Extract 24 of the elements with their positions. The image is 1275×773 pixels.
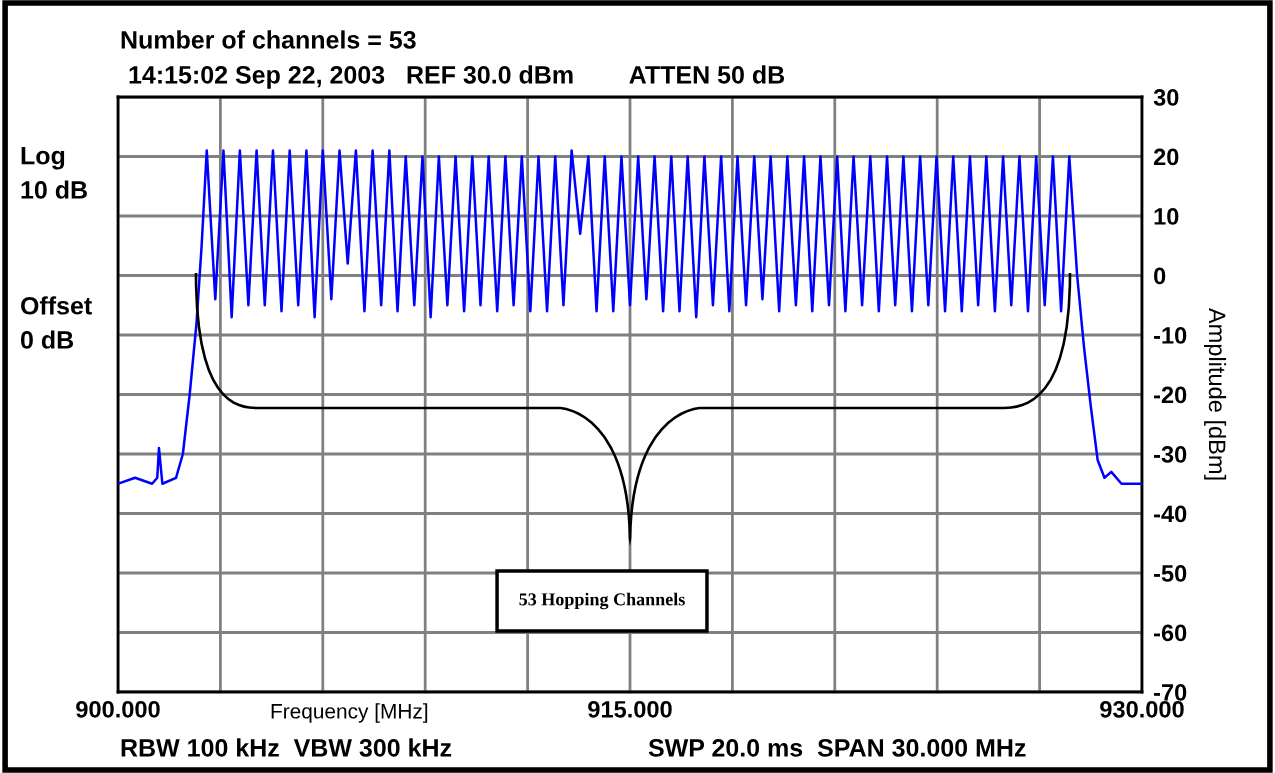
y-tick-label: 10 bbox=[1154, 208, 1179, 225]
text: Offset 0 dB bbox=[20, 296, 92, 349]
x-axis-title: Frequency [MHz] bbox=[271, 703, 428, 723]
y-tick-label: 0 bbox=[1154, 267, 1166, 285]
y-tick-label: -50 bbox=[1154, 565, 1187, 582]
y-tick-label: -30 bbox=[1154, 446, 1187, 463]
x-tick-label: 915.000 bbox=[588, 700, 672, 718]
y-tick-label: 30 bbox=[1153, 89, 1179, 106]
y-tick-label: -10 bbox=[1154, 327, 1187, 344]
y-tick-label: -60 bbox=[1154, 624, 1187, 642]
annotation: 53 Hopping Channels bbox=[519, 592, 685, 610]
y-tick-label: -20 bbox=[1154, 386, 1187, 404]
x-tick-label: 900.000 bbox=[76, 700, 160, 718]
y-tick-label: 20 bbox=[1153, 148, 1179, 166]
chart-subtitle: 14:15:02 Sep 22, 2003 REF 30.0 dBm ATTEN 50 dB bbox=[129, 65, 785, 89]
text: Log 10 dB bbox=[21, 147, 87, 199]
y-axis-title: Amplitude [dBm] bbox=[1204, 307, 1227, 480]
text: RBW 100 kHz VBW 300 kHz bbox=[121, 738, 452, 757]
x-tick-label: 930.000 bbox=[1100, 700, 1184, 718]
chart-title: Number of channels = 53 bbox=[121, 30, 416, 49]
y-tick-label: -40 bbox=[1154, 505, 1187, 523]
text: SWP 20.0 ms SPAN 30.000 MHz bbox=[648, 739, 1026, 757]
y-tick-label: -70 bbox=[1154, 684, 1187, 701]
line-series bbox=[118, 149, 1142, 485]
